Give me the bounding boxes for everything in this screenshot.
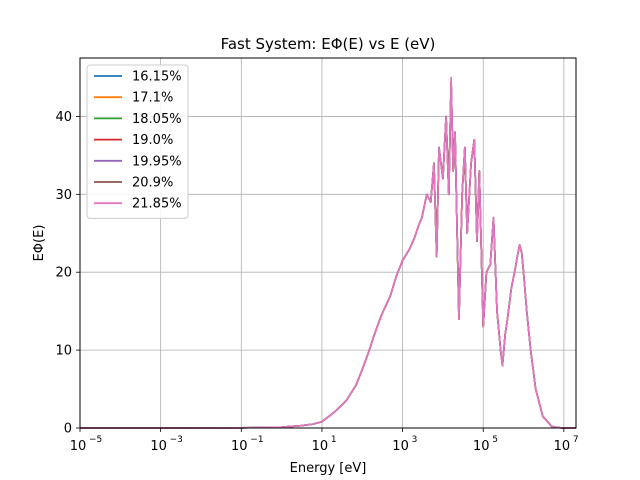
y-tick-label: 30 xyxy=(55,188,72,203)
x-tick-exponent: 3 xyxy=(412,435,418,445)
x-tick-label: 10 xyxy=(150,439,167,454)
series-line xyxy=(80,76,576,429)
x-tick-label: 10 xyxy=(392,439,409,454)
legend-label: 19.95% xyxy=(132,154,182,169)
legend-label: 21.85% xyxy=(132,197,182,212)
y-tick-label: 0 xyxy=(64,422,72,437)
legend-label: 20.9% xyxy=(132,176,173,191)
x-tick-label: 10 xyxy=(554,439,571,454)
x-axis-label: Energy [eV] xyxy=(290,461,367,476)
y-tick-label: 20 xyxy=(55,266,72,281)
x-tick-exponent: −1 xyxy=(250,435,263,445)
x-tick-label: 10 xyxy=(70,439,87,454)
legend-label: 16.15% xyxy=(132,70,182,85)
y-axis-label: EΦ(E) xyxy=(32,225,47,262)
x-tick-label: 10 xyxy=(312,439,329,454)
x-tick-exponent: −5 xyxy=(89,435,102,445)
legend-label: 17.1% xyxy=(132,91,173,106)
x-tick-label: 10 xyxy=(473,439,490,454)
x-tick-label: 10 xyxy=(231,439,248,454)
legend-label: 19.0% xyxy=(132,133,173,148)
legend-box xyxy=(86,64,189,219)
series-lines xyxy=(80,76,576,429)
x-tick-exponent: 5 xyxy=(492,435,498,445)
x-tick-exponent: 7 xyxy=(573,435,579,445)
legend: 16.15% 17.1% 18.05% 19.0% 19.95% 20.9% 21.85% xyxy=(86,64,189,219)
x-tick-exponent: 1 xyxy=(331,435,337,445)
chart-title: Fast System: EΦ(E) vs E (eV) xyxy=(221,35,436,53)
y-tick-label: 40 xyxy=(55,110,72,125)
y-tick-label: 10 xyxy=(55,344,72,359)
x-tick-exponent: −3 xyxy=(170,435,183,445)
plot-frame xyxy=(79,57,577,429)
legend-label: 18.05% xyxy=(132,112,182,127)
